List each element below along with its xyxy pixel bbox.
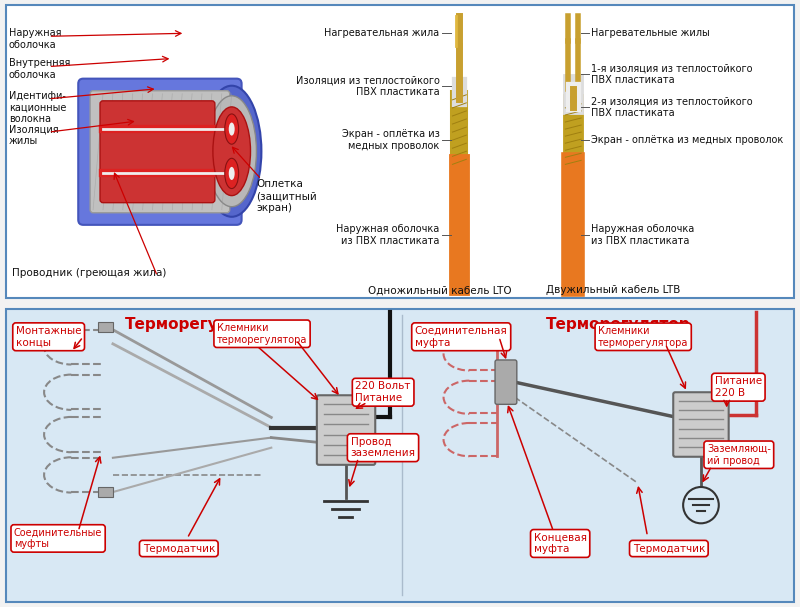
Text: Соединительная
муфта: Соединительная муфта xyxy=(415,326,508,348)
Text: 220 Вольт
Питание: 220 Вольт Питание xyxy=(355,381,411,403)
Text: Наружная
оболочка: Наружная оболочка xyxy=(9,29,62,50)
FancyBboxPatch shape xyxy=(495,360,517,404)
Ellipse shape xyxy=(202,86,262,217)
Ellipse shape xyxy=(207,96,257,207)
Text: Монтажные
концы: Монтажные концы xyxy=(16,326,82,348)
Text: Наружная оболочка
из ПВХ пластиката: Наружная оболочка из ПВХ пластиката xyxy=(336,224,440,246)
Text: Клемники
терморегулятора: Клемники терморегулятора xyxy=(598,326,688,348)
FancyBboxPatch shape xyxy=(674,392,729,456)
Text: Провод
заземления: Провод заземления xyxy=(350,437,415,458)
Text: Термодатчик: Термодатчик xyxy=(142,543,215,554)
Text: Идентифи-
кационные
волокна: Идентифи- кационные волокна xyxy=(9,91,66,124)
Text: Концевая
муфта: Концевая муфта xyxy=(534,533,586,554)
FancyBboxPatch shape xyxy=(78,79,242,225)
Text: Экран - оплётка из медных проволок: Экран - оплётка из медных проволок xyxy=(591,135,783,145)
Text: Изоляция из теплостойкого
ПВХ пластиката: Изоляция из теплостойкого ПВХ пластиката xyxy=(296,75,440,97)
Text: Наружная оболочка
из ПВХ пластиката: Наружная оболочка из ПВХ пластиката xyxy=(591,224,694,246)
Text: Терморегулятор: Терморегулятор xyxy=(125,317,270,331)
Text: Одножильный кабель LTO: Одножильный кабель LTO xyxy=(368,285,511,296)
FancyBboxPatch shape xyxy=(6,308,794,602)
Text: Проводник (греющая жила): Проводник (греющая жила) xyxy=(12,268,166,278)
Text: Питание
220 В: Питание 220 В xyxy=(715,376,762,398)
FancyBboxPatch shape xyxy=(6,5,794,299)
FancyBboxPatch shape xyxy=(90,91,230,212)
Text: Терморегулятор: Терморегулятор xyxy=(546,317,690,331)
Bar xyxy=(98,487,113,497)
Ellipse shape xyxy=(225,114,238,144)
FancyBboxPatch shape xyxy=(100,101,215,203)
Text: Двужильный кабель LTB: Двужильный кабель LTB xyxy=(546,285,680,296)
FancyBboxPatch shape xyxy=(317,395,375,465)
Text: Изоляция
жилы: Изоляция жилы xyxy=(9,124,58,146)
Ellipse shape xyxy=(213,107,250,195)
Ellipse shape xyxy=(229,167,234,180)
Text: Нагревательные жилы: Нагревательные жилы xyxy=(591,28,710,38)
Text: Внутренняя
оболочка: Внутренняя оболочка xyxy=(9,58,70,80)
Text: Оплетка
(защитный
экран): Оплетка (защитный экран) xyxy=(257,180,317,212)
Ellipse shape xyxy=(225,158,238,189)
Text: Заземляющ-
ий провод: Заземляющ- ий провод xyxy=(707,444,770,466)
Ellipse shape xyxy=(229,123,234,135)
Text: Клемники
терморегулятора: Клемники терморегулятора xyxy=(217,323,307,345)
Bar xyxy=(98,322,113,332)
Text: Термодатчик: Термодатчик xyxy=(633,543,705,554)
Text: Экран - оплётка из
медных проволок: Экран - оплётка из медных проволок xyxy=(342,129,440,151)
Text: 2-я изоляция из теплостойкого
ПВХ пластиката: 2-я изоляция из теплостойкого ПВХ пласти… xyxy=(591,97,753,118)
Text: 1-я изоляция из теплостойкого
ПВХ пластиката: 1-я изоляция из теплостойкого ПВХ пласти… xyxy=(591,64,753,85)
Text: Соединительные
муфты: Соединительные муфты xyxy=(14,527,102,549)
Text: Нагревательная жила: Нагревательная жила xyxy=(325,28,440,38)
